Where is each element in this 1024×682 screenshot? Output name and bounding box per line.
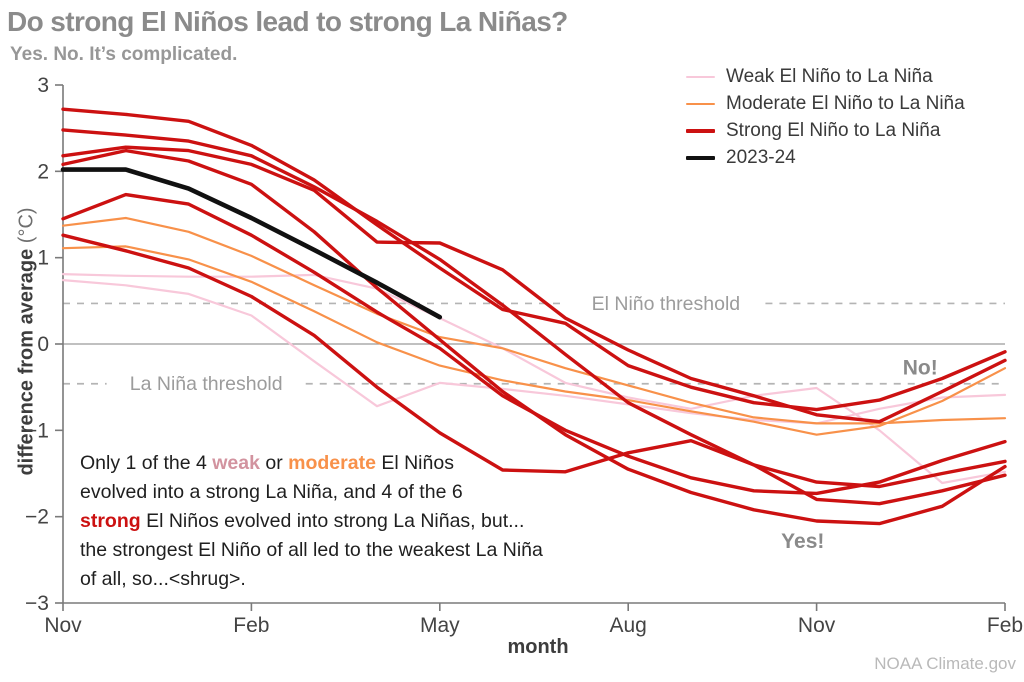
legend-swatch-moderate — [686, 102, 715, 106]
series-moderate-el-nino-1 — [61, 216, 1007, 425]
annotation-segment: moderate — [288, 452, 376, 474]
annotation-segment: El Niños evolved into strong La Niñas, b… — [140, 510, 525, 532]
x-tick-label: Feb — [233, 614, 269, 637]
x-tick-label: May — [420, 614, 460, 637]
annotation-segment: Only 1 of the 4 — [80, 452, 213, 474]
series-strong-el-nino-6 — [61, 233, 1007, 506]
series-moderate-el-nino-2 — [61, 245, 1007, 436]
source-credit: NOAA Climate.gov — [874, 654, 1016, 673]
y-tick-label: −2 — [25, 506, 49, 529]
annotation-segment: weak — [212, 452, 260, 474]
annotation-segment: El Niños — [375, 452, 454, 474]
legend-item-0: Weak El Niño to La Niña — [686, 66, 965, 88]
legend-item-2: Strong El Niño to La Niña — [686, 120, 965, 142]
threshold-label-0: El Niño threshold — [592, 293, 741, 315]
legend-label: Moderate El Niño to La Niña — [726, 93, 965, 114]
page-subtitle: Yes. No. It’s complicated. — [10, 44, 238, 65]
x-axis-label: month — [507, 636, 569, 658]
legend-item-1: Moderate El Niño to La Niña — [686, 93, 965, 115]
annotation-segment: or — [259, 452, 289, 474]
legend-swatch-strong — [686, 129, 715, 133]
y-tick-label: −3 — [25, 592, 49, 615]
page-title: Do strong El Niños lead to strong La Niñ… — [7, 6, 568, 37]
y-tick-label: 1 — [37, 247, 49, 270]
annotation-line-3: strong El Niños evolved into strong La N… — [80, 507, 620, 536]
x-tick-label: Feb — [987, 614, 1023, 637]
x-tick-label: Nov — [798, 614, 836, 637]
callout-no: No! — [903, 356, 938, 379]
legend-label: Strong El Niño to La Niña — [726, 120, 941, 141]
annotation-segment: of all, so...<shrug>. — [80, 568, 246, 590]
annotation-segment: strong — [80, 510, 141, 532]
series-strong-el-nino-3 — [61, 145, 1007, 424]
legend-label: Weak El Niño to La Niña — [726, 66, 933, 87]
annotation-line-2: evolved into a strong La Niña, and 4 of … — [80, 478, 620, 507]
threshold-label-1: La Niña threshold — [130, 373, 283, 395]
legend-label: 2023-24 — [726, 147, 796, 168]
callout-yes: Yes! — [781, 530, 824, 553]
y-tick-label: −1 — [25, 419, 49, 442]
series-strong-el-nino-1 — [61, 107, 1007, 412]
series-strong-el-nino-5 — [61, 192, 1007, 496]
x-tick-label: Aug — [610, 614, 647, 637]
chart-legend: Weak El Niño to La Niña Moderate El Niño … — [686, 66, 965, 169]
x-tick-label: Nov — [44, 614, 82, 637]
annotation-segment: evolved into a strong La Niña, and 4 of … — [80, 481, 463, 503]
annotation-line-1: Only 1 of the 4 weak or moderate El Niño… — [80, 449, 620, 478]
annotation-line-4: the strongest El Niño of all led to the … — [80, 536, 620, 565]
annotation-segment: the strongest El Niño of all led to the … — [80, 539, 543, 561]
annotation-line-5: of all, so...<shrug>. — [80, 565, 620, 594]
y-tick-label: 3 — [37, 74, 49, 97]
series-weak-el-nino-1 — [61, 279, 1007, 425]
legend-swatch-weak — [686, 75, 715, 79]
y-tick-label: 0 — [37, 333, 49, 356]
series-strong-el-nino-2 — [61, 128, 1007, 489]
annotation-text-block: Only 1 of the 4 weak or moderate El Niño… — [80, 449, 620, 594]
legend-item-3: 2023-24 — [686, 147, 965, 169]
y-tick-label: 2 — [37, 160, 49, 183]
series-weak-el-nino-2 — [61, 273, 1007, 485]
series-2023-24 — [60, 167, 443, 320]
legend-swatch-current — [686, 155, 715, 161]
